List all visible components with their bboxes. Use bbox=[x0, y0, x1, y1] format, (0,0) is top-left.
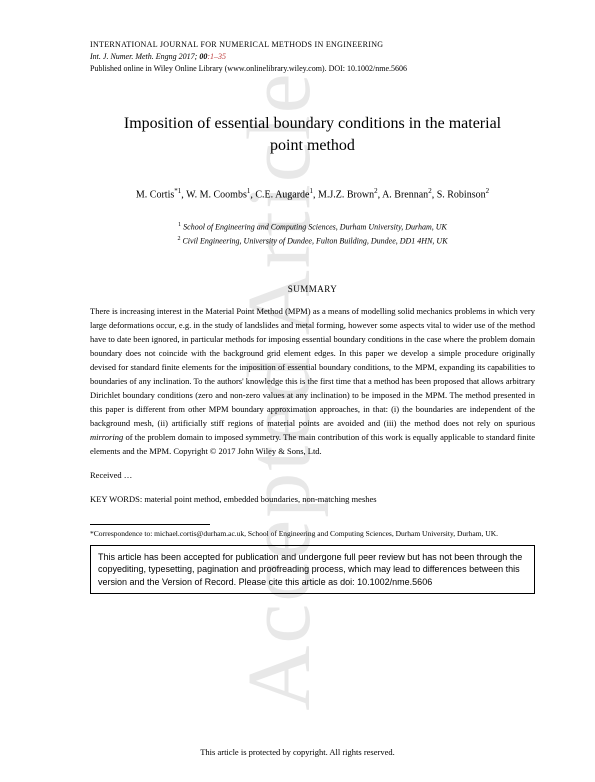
citation-prefix: Int. J. Numer. Meth. Engng bbox=[90, 52, 177, 61]
affiliation-2-text: Civil Engineering, University of Dundee,… bbox=[180, 237, 447, 246]
summary-heading: SUMMARY bbox=[90, 284, 535, 294]
paper-title: Imposition of essential boundary conditi… bbox=[110, 113, 515, 158]
keywords-label: KEY WORDS: bbox=[90, 494, 144, 504]
affiliation-1-text: School of Engineering and Computing Scie… bbox=[181, 223, 447, 232]
received-line: Received … bbox=[90, 470, 535, 480]
author-6-sup: 2 bbox=[486, 187, 490, 195]
affiliation-1: 1 School of Engineering and Computing Sc… bbox=[90, 220, 535, 234]
author-2: W. M. Coombs bbox=[186, 189, 247, 200]
author-1-sup: *1 bbox=[174, 187, 181, 195]
author-list: M. Cortis*1, W. M. Coombs1, C.E. Augarde… bbox=[90, 186, 535, 202]
affiliations: 1 School of Engineering and Computing Sc… bbox=[90, 220, 535, 249]
summary-emphasis: mirroring bbox=[90, 432, 123, 442]
author-2-sup: 1 bbox=[247, 187, 251, 195]
author-1: M. Cortis bbox=[136, 189, 174, 200]
keywords-text: material point method, embedded boundari… bbox=[144, 494, 376, 504]
summary-body: There is increasing interest in the Mate… bbox=[90, 304, 535, 458]
author-5: A. Brennan bbox=[382, 189, 428, 200]
affiliation-2: 2 Civil Engineering, University of Dunde… bbox=[90, 234, 535, 248]
author-5-sup: 2 bbox=[428, 187, 432, 195]
author-4: M.J.Z. Brown bbox=[318, 189, 374, 200]
keywords-line: KEY WORDS: material point method, embedd… bbox=[90, 494, 535, 504]
author-3-sup: 1 bbox=[310, 187, 314, 195]
page-content: INTERNATIONAL JOURNAL FOR NUMERICAL METH… bbox=[0, 0, 595, 782]
accepted-notice-box: This article has been accepted for publi… bbox=[90, 545, 535, 593]
citation-line: Int. J. Numer. Meth. Engng 2017; 00:1–35 bbox=[90, 52, 535, 61]
correspondence-footnote: *Correspondence to: michael.cortis@durha… bbox=[90, 529, 535, 540]
footnote-rule bbox=[90, 524, 210, 525]
author-6: S. Robinson bbox=[437, 189, 486, 200]
citation-pages: :1–35 bbox=[207, 52, 226, 61]
published-online-line: Published online in Wiley Online Library… bbox=[90, 64, 535, 73]
summary-part2: of the problem domain to imposed symmetr… bbox=[90, 432, 535, 456]
author-4-sup: 2 bbox=[374, 187, 378, 195]
copyright-footer: This article is protected by copyright. … bbox=[0, 747, 595, 757]
author-3: C.E. Augarde bbox=[255, 189, 309, 200]
journal-name: INTERNATIONAL JOURNAL FOR NUMERICAL METH… bbox=[90, 40, 535, 49]
citation-year: 2017; bbox=[179, 52, 198, 61]
summary-part1: There is increasing interest in the Mate… bbox=[90, 306, 535, 428]
